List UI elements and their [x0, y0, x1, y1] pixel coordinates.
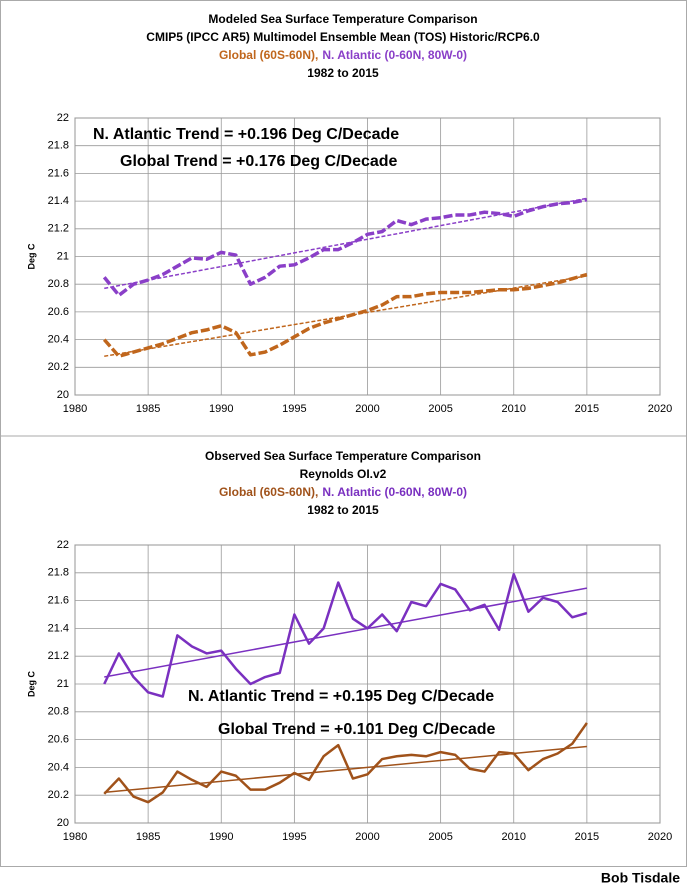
trend-annotation: Global Trend = +0.101 Deg C/Decade: [218, 721, 496, 738]
y-tick-label: 21: [57, 250, 69, 262]
y-tick-label: 22: [57, 539, 69, 551]
x-tick-label: 2020: [648, 403, 672, 415]
credit: Bob Tisdale: [601, 870, 680, 886]
y-tick-label: 20.4: [48, 334, 69, 346]
y-tick-label: 20: [57, 389, 69, 401]
x-tick-label: 2010: [502, 403, 526, 415]
y-tick-label: 22: [57, 112, 69, 124]
legend-entry: Global (60S-60N),: [219, 485, 318, 499]
x-tick-label: 2015: [575, 831, 599, 843]
series-line: [102, 272, 588, 358]
x-tick-label: 2010: [502, 831, 526, 843]
legend-entry: Global (60S-60N),: [219, 48, 318, 62]
chart-period: 1982 to 2015: [307, 66, 379, 80]
x-tick-label: 2000: [355, 403, 379, 415]
trend-annotation: N. Atlantic Trend = +0.195 Deg C/Decade: [188, 688, 494, 705]
y-tick-label: 21.4: [48, 195, 69, 207]
legend-entry: N. Atlantic (0-60N, 80W-0): [322, 485, 467, 499]
x-tick-label: 1985: [136, 831, 160, 843]
chart-period: 1982 to 2015: [307, 503, 379, 517]
x-tick-label: 1980: [63, 403, 87, 415]
chart-subtitle: Reynolds OI.v2: [300, 467, 387, 481]
trend-annotation: N. Atlantic Trend = +0.196 Deg C/Decade: [93, 126, 399, 143]
series-line: [103, 722, 588, 804]
x-tick-label: 1980: [63, 831, 87, 843]
trend-annotation: Global Trend = +0.176 Deg C/Decade: [120, 153, 398, 170]
x-tick-label: 2020: [648, 831, 672, 843]
y-axis-label: Deg C: [26, 671, 36, 698]
y-tick-label: 21.6: [48, 167, 69, 179]
chart-subtitle: CMIP5 (IPCC AR5) Multimodel Ensemble Mea…: [146, 30, 540, 44]
series-line: [103, 572, 588, 698]
y-tick-label: 21: [57, 678, 69, 690]
y-tick-label: 20.6: [48, 734, 69, 746]
y-tick-label: 20.2: [48, 361, 69, 373]
y-tick-label: 21.8: [48, 140, 69, 152]
y-tick-label: 21.8: [48, 567, 69, 579]
y-tick-label: 21.6: [48, 595, 69, 607]
y-tick-label: 20: [57, 817, 69, 829]
trend-line: [104, 275, 587, 357]
chart-title: Observed Sea Surface Temperature Compari…: [205, 449, 481, 463]
y-tick-label: 20.8: [48, 706, 69, 718]
y-tick-label: 20.6: [48, 306, 69, 318]
x-tick-label: 2005: [428, 831, 452, 843]
legend: Global (60S-60N), N. Atlantic (0-60N, 80W…: [219, 485, 467, 499]
y-tick-label: 21.2: [48, 223, 69, 235]
legend-entry: N. Atlantic (0-60N, 80W-0): [322, 48, 467, 62]
y-tick-label: 21.4: [48, 622, 69, 634]
x-tick-label: 1990: [209, 403, 233, 415]
y-axis-label: Deg C: [26, 243, 36, 270]
x-tick-label: 1985: [136, 403, 160, 415]
y-tick-label: 20.4: [48, 761, 69, 773]
y-tick-label: 20.8: [48, 278, 69, 290]
x-tick-label: 2000: [355, 831, 379, 843]
trend-line: [104, 745, 587, 794]
chart-title: Modeled Sea Surface Temperature Comparis…: [208, 12, 477, 26]
x-tick-label: 1990: [209, 831, 233, 843]
x-tick-label: 1995: [282, 831, 306, 843]
x-tick-label: 1995: [282, 403, 306, 415]
legend: Global (60S-60N), N. Atlantic (0-60N, 80W…: [219, 48, 467, 62]
y-tick-label: 21.2: [48, 650, 69, 662]
x-tick-label: 2015: [575, 403, 599, 415]
y-tick-label: 20.2: [48, 789, 69, 801]
x-tick-label: 2005: [428, 403, 452, 415]
series-line: [102, 197, 588, 298]
